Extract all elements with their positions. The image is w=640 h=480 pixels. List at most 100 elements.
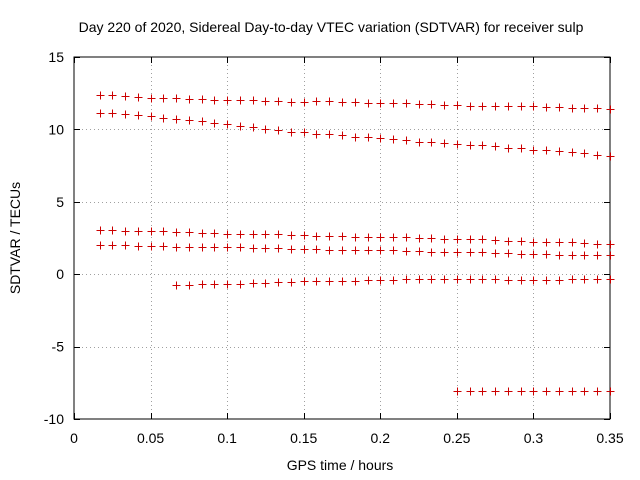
series-track-5 [172,275,615,290]
data-point [504,276,513,285]
data-point [555,251,564,260]
data-point [389,99,398,108]
data-point [312,97,321,106]
data-point [274,244,283,253]
data-point [389,246,398,255]
data-point [529,238,538,247]
data-point [402,247,411,256]
data-point [517,102,526,111]
y-tick-labels: -10 -5 0 5 10 15 [44,49,64,427]
x-tick-label: 0.3 [524,430,544,446]
data-point [427,275,436,284]
data-point [593,151,602,160]
x-tick-label: 0.2 [371,430,391,446]
data-point [568,251,577,260]
data-point [223,280,232,289]
data-point [415,138,424,147]
data-point [108,226,117,235]
y-tick-label: 15 [48,49,64,65]
data-point [172,243,181,252]
data-point [185,116,194,125]
data-point [134,93,143,102]
series-track-3 [96,226,615,249]
data-point [415,275,424,284]
data-point [580,104,589,113]
data-point [555,238,564,247]
data-point [517,237,526,246]
data-point [427,248,436,257]
data-point [440,139,449,148]
data-point [96,109,105,118]
data-point [542,238,551,247]
data-point [376,246,385,255]
data-point [185,95,194,104]
data-point [517,250,526,259]
data-point [274,278,283,287]
data-point [427,234,436,243]
data-point [364,99,373,108]
data-point [287,128,296,137]
data-point [210,229,219,238]
data-point [529,387,538,396]
data-point [555,103,564,112]
data-point [261,230,270,239]
data-point [466,248,475,257]
data-point [542,250,551,259]
data-point [300,231,309,240]
data-point [121,227,130,236]
data-point [172,94,181,103]
data-point [504,237,513,246]
data-point [236,122,245,131]
x-tick-label: 0.35 [596,430,623,446]
data-point [249,279,258,288]
y-tick-label: 5 [56,194,64,210]
data-point [147,227,156,236]
data-point [376,233,385,242]
data-point [159,242,168,251]
data-point [491,275,500,284]
data-point [376,276,385,285]
x-tick-label: 0.05 [137,430,164,446]
data-point [453,235,462,244]
data-point [364,133,373,142]
data-point [453,248,462,257]
data-point [198,95,207,104]
data-point [236,280,245,289]
data-point [159,114,168,123]
data-point [134,111,143,120]
data-point [593,240,602,249]
data-point [440,101,449,110]
data-point [351,246,360,255]
data-point [261,244,270,253]
data-point [580,275,589,284]
data-point [580,149,589,158]
data-point [159,94,168,103]
data-point [555,387,564,396]
data-point [491,102,500,111]
data-point [606,251,615,260]
data-point [529,102,538,111]
data-point [376,99,385,108]
data-point [466,141,475,150]
data-point [108,109,117,118]
data-point [466,387,475,396]
y-tick-label: -10 [44,411,64,427]
data-point [287,231,296,240]
data-point [453,140,462,149]
data-point [147,112,156,121]
data-point [491,387,500,396]
data-point [580,251,589,260]
data-point [172,115,181,124]
data-point [478,275,487,284]
data-point [338,277,347,286]
x-tick-label: 0.25 [443,430,470,446]
y-tick-label: 0 [56,266,64,282]
data-point [568,104,577,113]
data-point [198,117,207,126]
data-point [580,387,589,396]
data-point [440,235,449,244]
data-point [134,227,143,236]
data-point [415,234,424,243]
data-point [542,146,551,155]
data-point [300,245,309,254]
